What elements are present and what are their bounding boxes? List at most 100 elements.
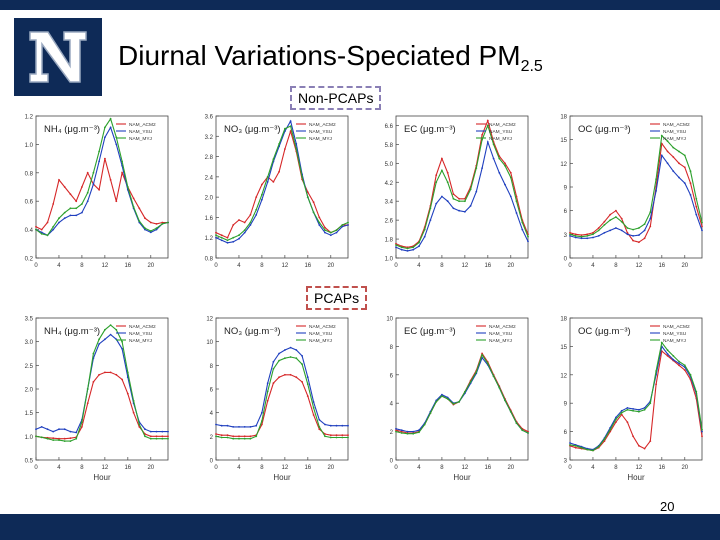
data-point <box>167 221 169 224</box>
data-point <box>515 422 518 424</box>
data-point <box>423 235 426 238</box>
series-line-nam-myj <box>215 356 348 440</box>
data-point <box>701 225 703 228</box>
data-point <box>155 228 158 231</box>
data-point <box>603 220 606 223</box>
species-label: NH₄ (μg.m⁻³) <box>44 326 100 337</box>
data-point <box>161 430 164 433</box>
data-point <box>481 352 483 355</box>
data-point <box>701 435 703 438</box>
data-point <box>306 395 309 397</box>
data-point <box>63 217 66 220</box>
data-point <box>318 428 321 431</box>
data-point <box>643 407 646 409</box>
data-point <box>58 439 60 441</box>
x-tick-label: 8 <box>260 465 264 471</box>
data-point <box>509 410 512 413</box>
data-point <box>81 211 83 214</box>
data-point <box>284 357 286 360</box>
data-point <box>638 410 640 413</box>
data-point <box>481 138 483 141</box>
data-point <box>580 237 583 240</box>
x-tick-label: 4 <box>57 465 61 471</box>
x-tick-label: 4 <box>57 263 61 269</box>
y-tick-label: 1.0 <box>25 143 34 149</box>
data-point <box>215 423 217 426</box>
data-point <box>441 395 443 397</box>
data-point <box>395 246 397 249</box>
data-point <box>243 229 246 231</box>
data-point <box>104 371 106 374</box>
data-point <box>167 437 169 440</box>
data-point <box>312 414 315 416</box>
x-tick-label: 0 <box>394 465 398 471</box>
data-point <box>609 213 612 216</box>
y-tick-label: 3.2 <box>205 135 214 141</box>
data-point <box>81 186 83 188</box>
data-point <box>98 160 100 163</box>
data-point <box>312 407 315 409</box>
legend-entry: NAM_MYJ <box>489 338 513 344</box>
data-point <box>306 376 309 379</box>
data-point <box>475 167 478 169</box>
legend-entry: NAM_ACM2 <box>309 122 336 128</box>
data-point <box>115 328 118 331</box>
data-point <box>406 432 409 435</box>
data-point <box>592 231 594 234</box>
data-point <box>121 340 123 343</box>
data-point <box>52 228 55 231</box>
data-point <box>406 247 409 250</box>
y-tick-label: 0 <box>210 459 214 465</box>
data-point <box>395 244 397 246</box>
data-point <box>289 346 292 349</box>
data-point <box>435 202 438 205</box>
y-tick-label: 2.6 <box>385 219 394 225</box>
data-point <box>666 140 669 143</box>
x-tick-label: 8 <box>80 263 84 269</box>
data-point <box>86 402 89 405</box>
legend-entry: NAM_MYJ <box>489 136 513 142</box>
data-point <box>232 437 235 440</box>
data-point <box>81 421 83 423</box>
data-point <box>486 362 489 365</box>
y-tick-label: 4.2 <box>385 181 394 187</box>
data-point <box>86 171 89 174</box>
legend-entry: NAM_ACM2 <box>663 324 690 330</box>
data-point <box>527 240 529 243</box>
data-point <box>75 207 78 210</box>
data-point <box>678 362 680 365</box>
data-point <box>683 369 686 371</box>
data-point <box>52 203 55 205</box>
series-line-nam-acm2 <box>215 129 348 239</box>
data-point <box>592 233 594 236</box>
y-tick-label: 1.2 <box>205 236 214 242</box>
chart-svg: 0.2 0.4 0.6 0.8 1.0 1.2 0 4 8 12 16 20 NH₄ (μg.m⁻³) N… <box>25 115 169 269</box>
data-point <box>689 194 692 196</box>
data-point <box>672 156 675 158</box>
data-point <box>441 169 443 172</box>
data-point <box>574 236 577 239</box>
data-point <box>69 207 72 210</box>
data-point <box>458 200 460 203</box>
data-point <box>429 219 432 221</box>
data-point <box>527 235 529 238</box>
data-point <box>272 360 275 363</box>
data-point <box>46 221 49 224</box>
data-point <box>69 214 72 217</box>
data-point <box>144 435 146 438</box>
data-point <box>52 430 55 433</box>
data-point <box>418 245 420 248</box>
data-point <box>620 220 623 223</box>
data-point <box>278 359 280 362</box>
x-tick-label: 12 <box>462 263 469 269</box>
x-tick-label: 4 <box>237 465 241 471</box>
x-tick-label: 8 <box>440 465 444 471</box>
data-point <box>261 423 263 426</box>
data-point <box>126 186 129 188</box>
data-point <box>58 437 60 440</box>
pcaps-label: PCAPs <box>306 286 368 310</box>
species-label: OC (μg.m⁻³) <box>578 326 631 337</box>
series-line-nam-ysu <box>35 333 168 434</box>
y-tick-label: 3.5 <box>25 317 34 323</box>
x-tick-label: 12 <box>636 263 643 269</box>
